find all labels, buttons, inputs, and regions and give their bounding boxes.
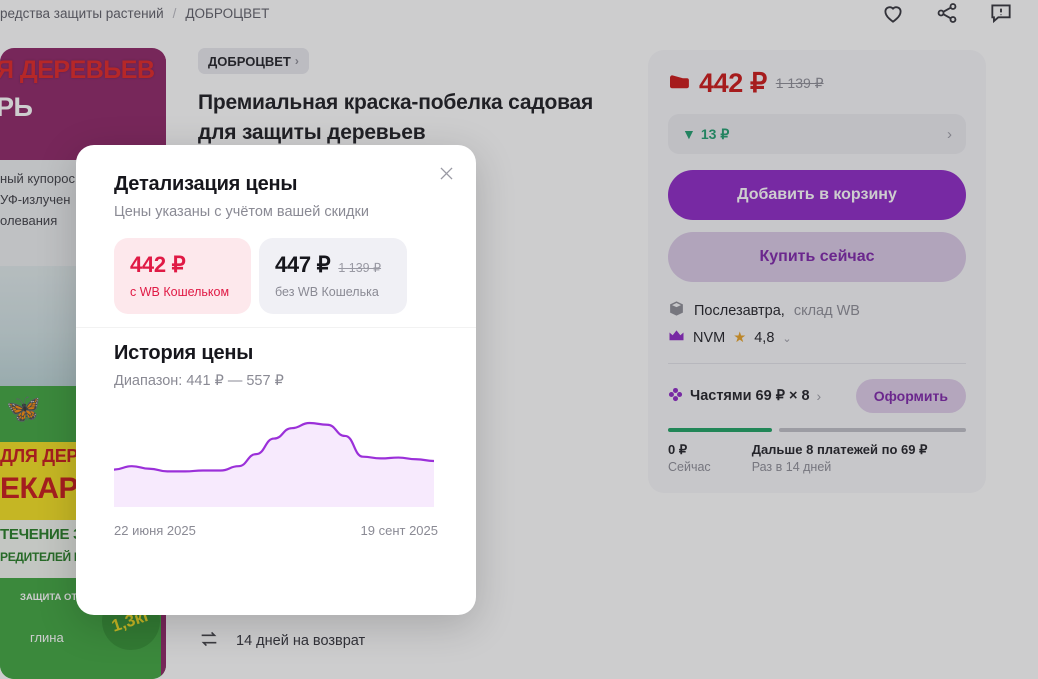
gallery-desc-line1: ный купорос	[0, 171, 75, 186]
top-action-bar	[880, 0, 1014, 26]
gallery-desc-line2: УФ-излучен	[0, 192, 71, 207]
gallery-clay-text: глина	[30, 630, 64, 645]
chevron-down-icon[interactable]: ⌄	[782, 332, 792, 345]
crown-icon	[668, 329, 685, 347]
payment-next-label: Раз в 14 дней	[751, 460, 832, 474]
chevron-right-icon: ›	[816, 388, 822, 404]
price-card-price-line: 442 ₽	[130, 252, 235, 278]
report-icon[interactable]	[988, 0, 1014, 26]
chart-date-labels: 22 июня 2025 19 сент 2025	[114, 523, 438, 538]
price-card-price: 447 ₽	[275, 252, 331, 277]
gallery-banner-line1: Я ДЕРЕВЬЕВ	[0, 56, 155, 84]
payment-schedule: 0 ₽ Сейчас Дальше 8 платежей по 69 ₽ Раз…	[668, 442, 966, 474]
payment-next: Дальше 8 платежей по 69 ₽ Раз в 14 дней	[752, 442, 928, 474]
modal-subtitle: Цены указаны с учётом вашей скидки	[114, 204, 369, 220]
modal-title: Детализация цены	[114, 173, 298, 195]
breadcrumb-item-brand[interactable]: ДОБРОЦВЕТ	[185, 5, 270, 21]
discount-details-row[interactable]: ▼ 13 ₽ ›	[668, 114, 966, 154]
price-current: 442 ₽	[699, 68, 767, 98]
price-card-price: 442 ₽	[130, 252, 186, 277]
price-history-svg	[114, 421, 434, 507]
progress-remaining	[779, 428, 966, 432]
seller-name: NVM	[693, 330, 726, 346]
butterfly-icon: 🦋	[6, 393, 41, 424]
price-history-section: История цены Диапазон: 441 ₽ — 557 ₽ 22 …	[76, 328, 476, 538]
breadcrumb: редства защиты растений / ДОБРОЦВЕТ	[0, 0, 269, 26]
price-cards: 442 ₽ с WB Кошельком 447 ₽ 1 139 ₽ без W…	[114, 238, 438, 314]
progress-completed	[668, 428, 772, 432]
seller-rating: 4,8	[754, 330, 775, 346]
share-icon[interactable]	[934, 0, 960, 26]
chevron-right-icon: ›	[294, 54, 299, 68]
price-old: 1 139 ₽	[775, 75, 824, 91]
price-card-without-wallet: 447 ₽ 1 139 ₽ без WB Кошелька	[259, 238, 407, 314]
clover-icon	[668, 387, 683, 406]
discount-amount: ▼ 13 ₽	[682, 126, 729, 143]
page-title: Премиальная краска-побелка садовая для з…	[198, 91, 594, 144]
wallet-icon	[668, 72, 690, 95]
modal-section-gap	[76, 314, 476, 328]
seller-row[interactable]: NVM ★ 4,8 ⌄	[668, 329, 966, 347]
payment-now: 0 ₽ Сейчас	[668, 442, 711, 474]
price-row: 442 ₽ 1 139 ₽	[668, 68, 966, 99]
price-card-old-price: 1 139 ₽	[338, 261, 382, 275]
box-icon	[668, 300, 685, 321]
price-breakdown-section: Детализация цены Цены указаны с учётом в…	[76, 145, 476, 314]
brand-chip-label: ДОБРОЦВЕТ	[208, 53, 291, 69]
price-card-label: с WB Кошельком	[130, 285, 230, 299]
price-card-label: без WB Кошелька	[275, 285, 379, 299]
payment-next-amount: Дальше 8 платежей по 69 ₽	[751, 442, 928, 457]
price-range-label: Диапазон: 441 ₽ — 557 ₽	[114, 373, 284, 389]
star-icon: ★	[733, 330, 747, 346]
price-history-chart	[114, 417, 438, 507]
discount-value: 13 ₽	[700, 125, 730, 142]
installment-label: Частями 69 ₽ × 8	[690, 388, 810, 404]
delivery-when: Послезавтра,	[694, 302, 785, 319]
buy-now-button[interactable]: Купить сейчас	[668, 232, 966, 282]
price-card-with-wallet: 442 ₽ с WB Кошельком	[114, 238, 251, 314]
price-card-price-line: 447 ₽ 1 139 ₽	[275, 252, 391, 278]
chart-date-end: 19 сент 2025	[360, 523, 438, 538]
chevron-right-icon: ›	[947, 125, 952, 143]
payment-now-label: Сейчас	[668, 460, 711, 474]
gallery-banner: Я ДЕРЕВЬЕВ РЬ	[0, 48, 166, 160]
return-icon	[198, 628, 220, 654]
installment-apply-button[interactable]: Оформить	[855, 379, 966, 413]
breadcrumb-separator: /	[172, 5, 177, 21]
returns-label: 14 дней на возврат	[236, 633, 366, 649]
divider	[668, 363, 966, 364]
gallery-desc-line3: олевания	[0, 213, 58, 228]
chart-date-start: 22 июня 2025	[114, 523, 196, 538]
delivery-where: склад WB	[793, 302, 860, 319]
installment-info[interactable]: Частями 69 ₽ × 8 ›	[668, 387, 821, 406]
gallery-label-yellow-line2: ЕКАР	[0, 472, 79, 505]
payment-now-amount: 0 ₽	[668, 442, 688, 457]
discount-down-arrow-icon: ▼	[682, 126, 696, 142]
heart-icon[interactable]	[880, 0, 906, 26]
returns-row: 14 дней на возврат	[198, 628, 365, 654]
brand-chip[interactable]: ДОБРОЦВЕТ ›	[198, 48, 309, 74]
breadcrumb-item-category[interactable]: редства защиты растений	[0, 5, 164, 21]
gallery-banner-line2: РЬ	[0, 92, 33, 122]
add-to-cart-button[interactable]: Добавить в корзину	[668, 170, 966, 220]
price-history-title: История цены	[114, 342, 254, 364]
buy-panel: 442 ₽ 1 139 ₽ ▼ 13 ₽ › Добавить в корзин…	[648, 50, 986, 493]
installment-row: Частями 69 ₽ × 8 › Оформить	[668, 379, 966, 413]
delivery-row[interactable]: Послезавтра, склад WB	[668, 300, 966, 321]
price-details-modal: Детализация цены Цены указаны с учётом в…	[76, 145, 476, 615]
close-icon[interactable]	[430, 157, 462, 189]
installment-progress	[668, 428, 966, 432]
